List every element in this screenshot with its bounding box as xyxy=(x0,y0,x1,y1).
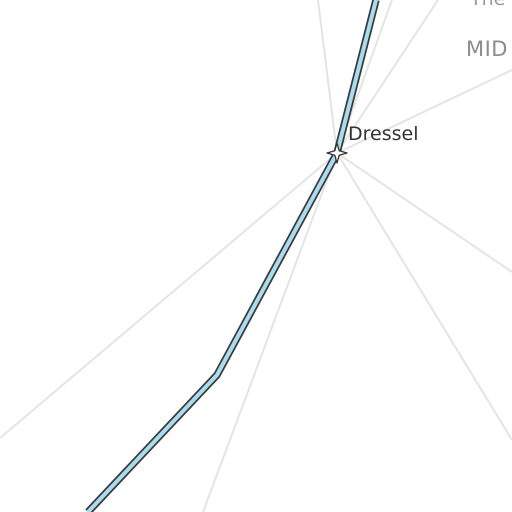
transit-route[interactable] xyxy=(85,0,380,512)
road-line xyxy=(336,69,512,154)
road-line xyxy=(0,152,338,439)
star-icon[interactable] xyxy=(326,142,348,164)
road-line xyxy=(202,152,338,512)
road-line xyxy=(336,152,512,273)
road-line xyxy=(317,0,338,154)
place-label-primary: MID xyxy=(466,37,508,61)
stop-label-dressel[interactable]: Dressel xyxy=(348,123,419,145)
road-line xyxy=(336,152,512,441)
route-line[interactable] xyxy=(86,0,378,512)
road-line xyxy=(336,0,439,154)
place-label-secondary: The xyxy=(470,0,505,9)
